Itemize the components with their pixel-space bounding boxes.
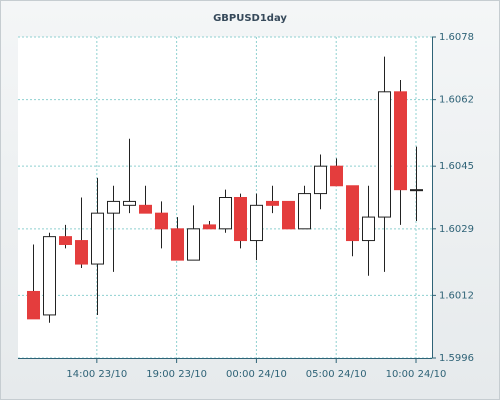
y-tick-label: 1.6045 xyxy=(439,161,474,172)
candle-body xyxy=(282,200,295,230)
y-tick-label: 1.5996 xyxy=(439,353,474,364)
chart-title: GBPUSD1day xyxy=(213,13,287,24)
x-tick-label: 10:00 24/10 xyxy=(386,369,447,380)
x-tick-label: 05:00 24/10 xyxy=(306,369,367,380)
candle-body xyxy=(362,216,375,242)
candle-body xyxy=(330,165,343,187)
candle-body xyxy=(410,189,423,192)
candle-body xyxy=(75,240,88,265)
candle-body xyxy=(59,236,72,245)
candle-body xyxy=(139,204,152,214)
y-tick-label: 1.6062 xyxy=(439,95,474,106)
y-tick-label: 1.6029 xyxy=(439,224,474,235)
candle-body xyxy=(266,200,279,206)
candle-body xyxy=(155,212,168,230)
candle-body xyxy=(250,204,263,242)
candle-body xyxy=(43,236,56,316)
candle-body xyxy=(107,200,120,214)
y-tick-label: 1.6012 xyxy=(439,290,474,301)
candle-body xyxy=(171,228,184,261)
candle-body xyxy=(27,290,40,320)
candle-body xyxy=(314,165,327,195)
candle-body xyxy=(91,212,104,265)
candle-body xyxy=(187,228,200,261)
x-tick-label: 19:00 23/10 xyxy=(146,369,207,380)
candle-body xyxy=(219,197,232,230)
candle-body xyxy=(234,197,247,242)
candle-body xyxy=(123,200,136,206)
candle-body xyxy=(298,193,311,230)
candle-body xyxy=(394,91,407,191)
candle-body xyxy=(378,91,391,218)
x-tick-label: 14:00 23/10 xyxy=(66,369,127,380)
candle-body xyxy=(203,224,216,230)
y-tick-label: 1.6078 xyxy=(439,32,474,43)
x-tick-label: 00:00 24/10 xyxy=(226,369,287,380)
candle-body xyxy=(346,185,359,242)
